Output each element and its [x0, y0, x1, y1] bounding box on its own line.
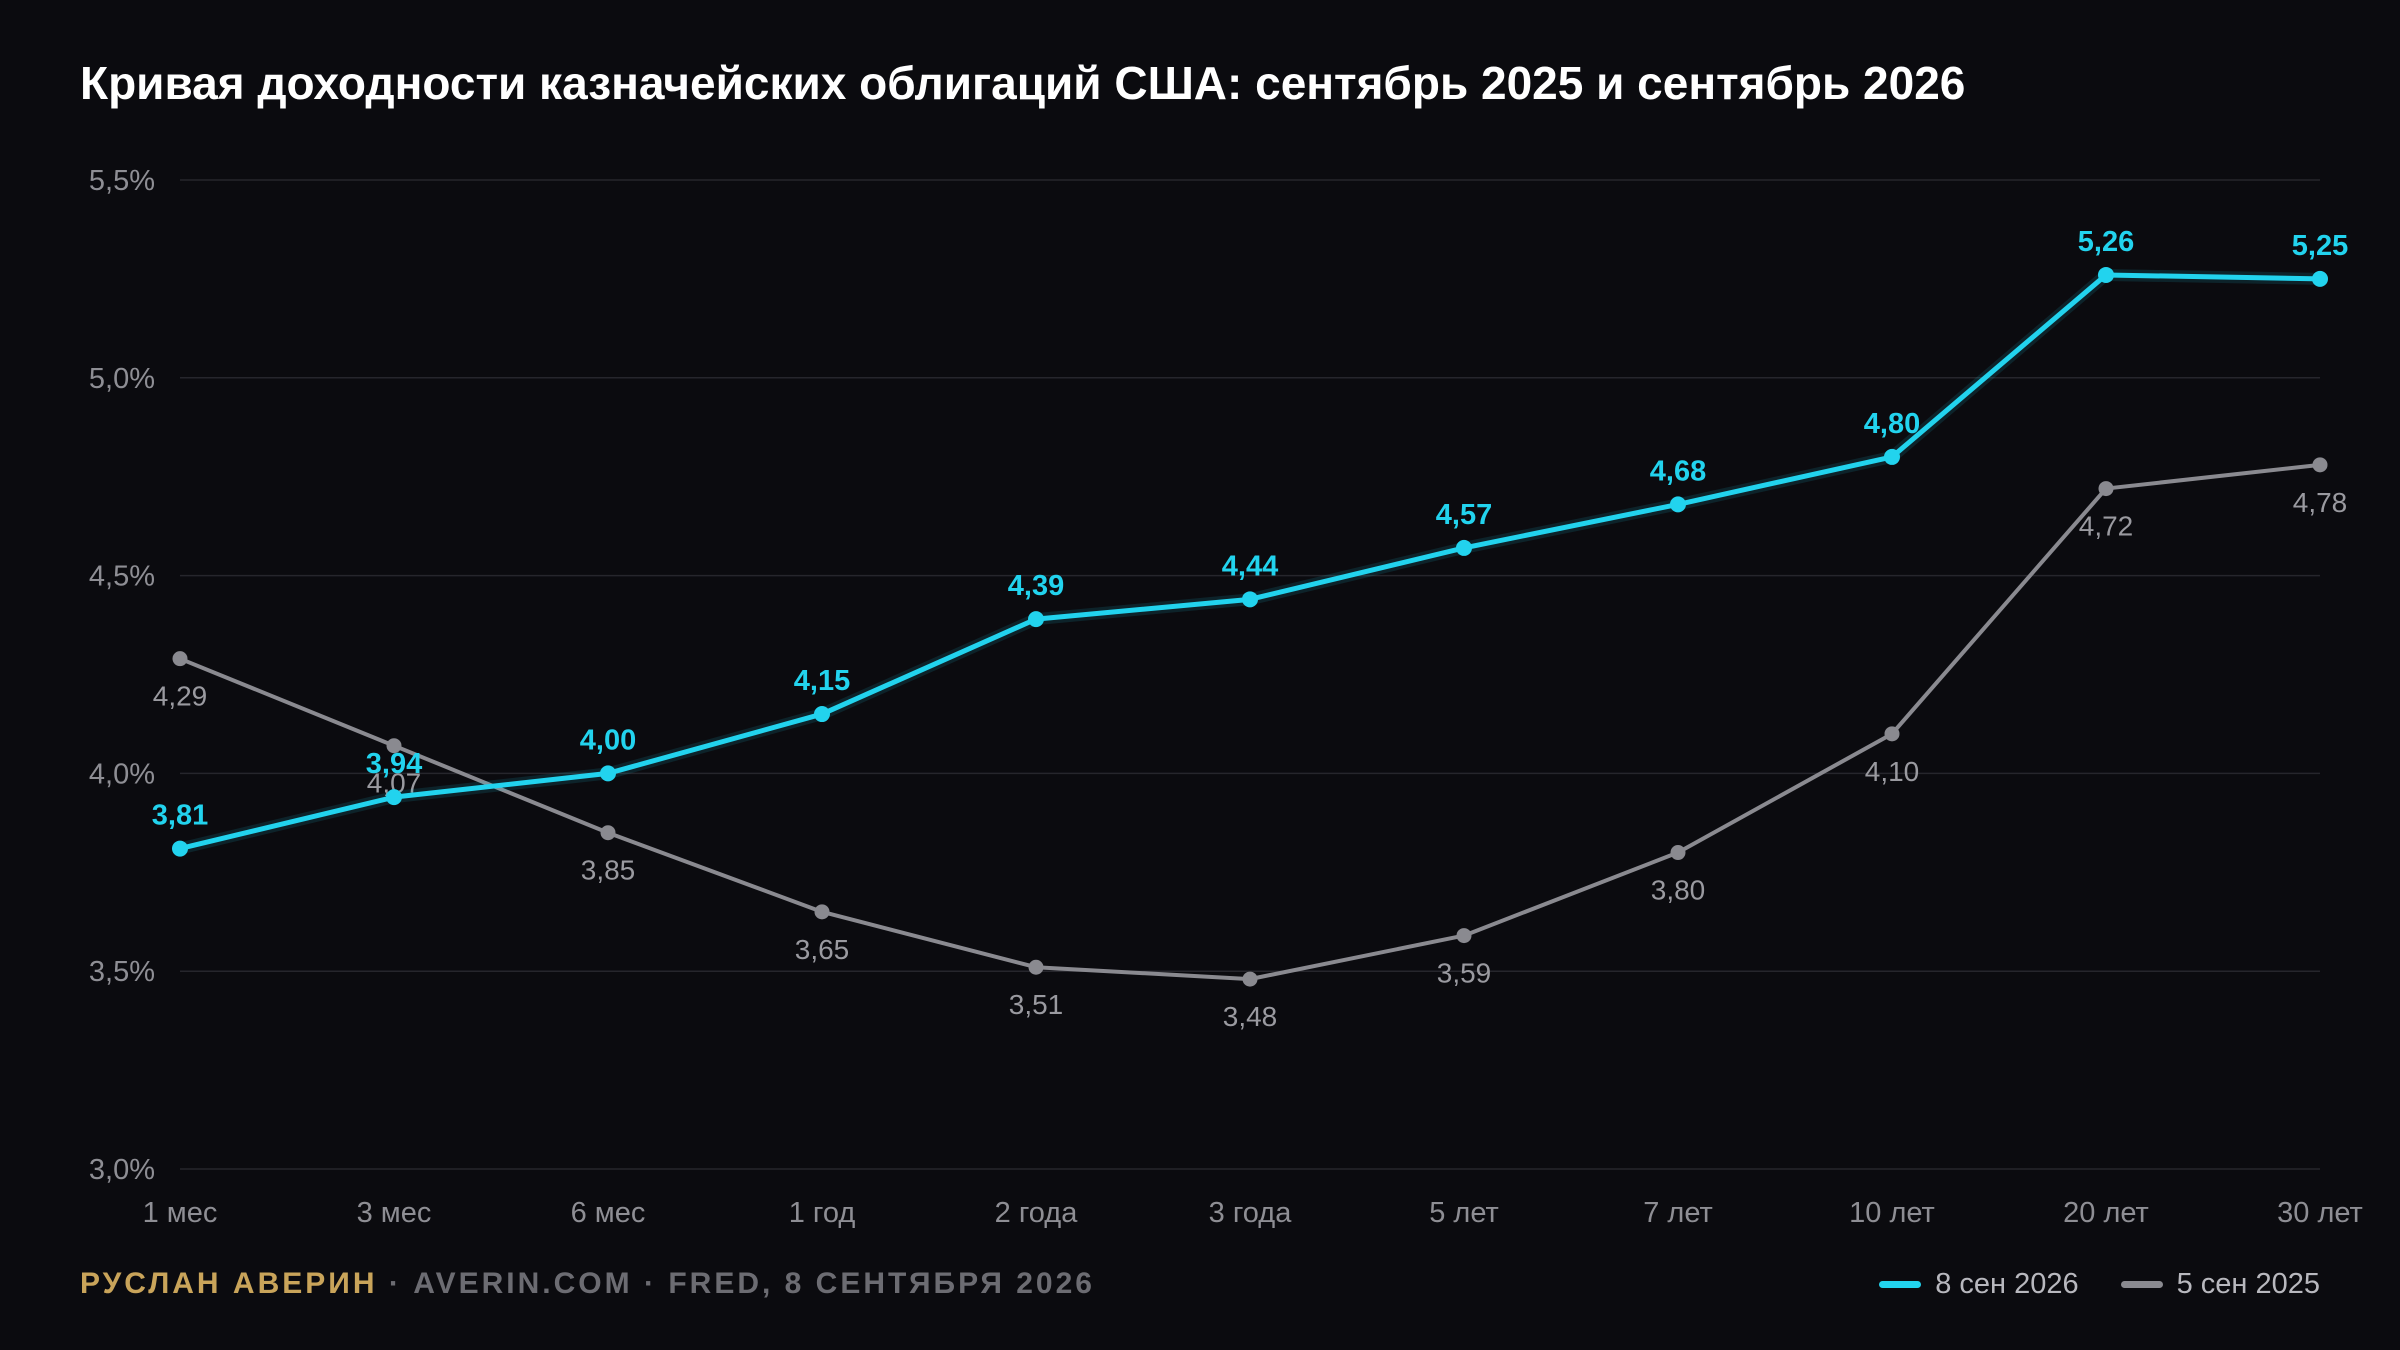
legend-swatch-2025	[2120, 1281, 2163, 1288]
data-label-2026: 4,00	[580, 724, 636, 756]
data-label-2026: 5,25	[2292, 230, 2348, 262]
legend-item-2025: 5 сен 2025	[2120, 1268, 2320, 1301]
data-label-2025: 3,80	[1651, 875, 1706, 906]
data-point-2026	[1884, 448, 1900, 465]
data-point-2026	[172, 840, 188, 857]
data-point-2025	[386, 738, 402, 754]
data-point-2025	[2312, 457, 2328, 473]
data-source: FRED, 8 СЕНТЯБРЯ 2026	[668, 1267, 1095, 1300]
series-line-2025	[178, 462, 2322, 982]
data-label-2025: 3,51	[1009, 989, 1064, 1020]
data-label-2026: 4,44	[1222, 550, 1278, 582]
data-label-2026: 4,39	[1008, 570, 1064, 602]
data-point-2026	[1028, 611, 1044, 628]
data-label-2025: 3,65	[795, 934, 850, 965]
x-tick-label: 5 лет	[1429, 1197, 1499, 1229]
data-label-2026: 3,94	[366, 748, 422, 780]
legend-item-2026: 8 сен 2026	[1879, 1268, 2079, 1301]
data-point-2026	[600, 765, 616, 782]
x-tick-label: 7 лет	[1643, 1197, 1713, 1229]
site-name: AVERIN.COM	[413, 1267, 633, 1300]
data-label-2025: 3,48	[1223, 1001, 1278, 1032]
x-tick-label: 3 мес	[357, 1197, 432, 1229]
x-tick-label: 1 год	[789, 1197, 856, 1229]
y-tick-label: 4,0%	[89, 758, 155, 790]
data-point-2025	[2098, 481, 2114, 497]
data-label-2026: 4,80	[1864, 408, 1920, 440]
y-tick-label: 5,5%	[89, 165, 155, 197]
x-tick-label: 2 года	[995, 1197, 1079, 1229]
data-label-2025: 4,78	[2293, 487, 2348, 518]
data-point-2025	[1456, 928, 1472, 944]
data-point-2026	[2098, 266, 2114, 283]
data-label-2025: 4,72	[2079, 511, 2134, 542]
data-point-2026	[386, 789, 402, 806]
legend-swatch-2026	[1879, 1281, 1922, 1288]
data-point-2025	[172, 651, 188, 667]
y-tick-label: 3,5%	[89, 956, 155, 988]
data-label-2026: 4,57	[1436, 499, 1492, 531]
legend-label-2025: 5 сен 2025	[2176, 1268, 2320, 1300]
data-point-2026	[2312, 270, 2328, 287]
data-point-2025	[1242, 971, 1258, 987]
x-tick-label: 20 лет	[2063, 1197, 2149, 1229]
author-name: РУСЛАН АВЕРИН	[80, 1267, 378, 1300]
x-tick-label: 10 лет	[1849, 1197, 1935, 1229]
y-tick-label: 5,0%	[89, 363, 155, 395]
footer-separator: ·	[388, 1267, 402, 1300]
data-point-2026	[1242, 591, 1258, 608]
legend-label-2026: 8 сен 2026	[1935, 1268, 2079, 1300]
data-point-2025	[814, 904, 830, 920]
data-label-2026: 4,68	[1650, 455, 1706, 487]
footer-credits: РУСЛАН АВЕРИН · AVERIN.COM · FRED, 8 СЕН…	[80, 1267, 1095, 1301]
data-label-2025: 3,59	[1437, 958, 1492, 989]
data-label-2025: 4,10	[1865, 756, 1920, 787]
data-point-2025	[1028, 959, 1044, 975]
data-label-2026: 3,81	[152, 800, 208, 832]
data-point-2026	[1456, 539, 1472, 556]
y-tick-label: 4,5%	[89, 561, 155, 593]
x-tick-label: 3 года	[1209, 1197, 1293, 1229]
data-point-2026	[1670, 496, 1686, 513]
data-point-2025	[1884, 726, 1900, 742]
chart-title: Кривая доходности казначейских облигаций…	[80, 57, 1966, 109]
data-label-2026: 4,15	[794, 665, 850, 697]
footer-separator: ·	[643, 1267, 657, 1300]
x-tick-label: 6 мес	[571, 1197, 646, 1229]
data-label-2026: 5,26	[2078, 226, 2134, 258]
y-tick-label: 3,0%	[89, 1154, 155, 1186]
chart-legend: 8 сен 2026 5 сен 2025	[1879, 1268, 2320, 1301]
x-tick-label: 1 мес	[143, 1197, 218, 1229]
data-label-2025: 3,85	[581, 855, 636, 886]
data-label-2025: 4,29	[153, 681, 208, 712]
data-point-2025	[600, 825, 616, 841]
x-tick-label: 30 лет	[2277, 1197, 2363, 1229]
data-point-2026	[814, 706, 830, 723]
data-point-2025	[1670, 845, 1686, 861]
